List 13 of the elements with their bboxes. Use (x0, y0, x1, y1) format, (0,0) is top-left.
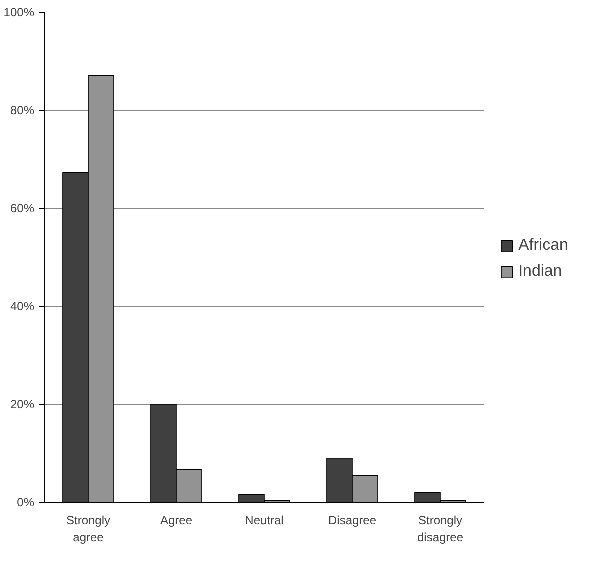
y-tick-label: 0% (17, 496, 35, 510)
y-tick-label: 80% (10, 104, 35, 118)
legend-label: Indian (518, 262, 562, 280)
x-tick-label: Agree (160, 514, 193, 528)
y-tick-label: 60% (10, 202, 35, 216)
x-tick-label: Disagree (328, 514, 377, 528)
y-tick-label: 40% (10, 300, 35, 314)
x-tick-label: Strongly agree (66, 514, 111, 544)
x-tick-label: Strongly disagree (417, 514, 464, 544)
legend-label: African (518, 236, 568, 254)
y-tick-label: 100% (4, 6, 35, 20)
y-tick-label: 20% (10, 398, 35, 412)
x-tick-label: Neutral (245, 514, 284, 528)
